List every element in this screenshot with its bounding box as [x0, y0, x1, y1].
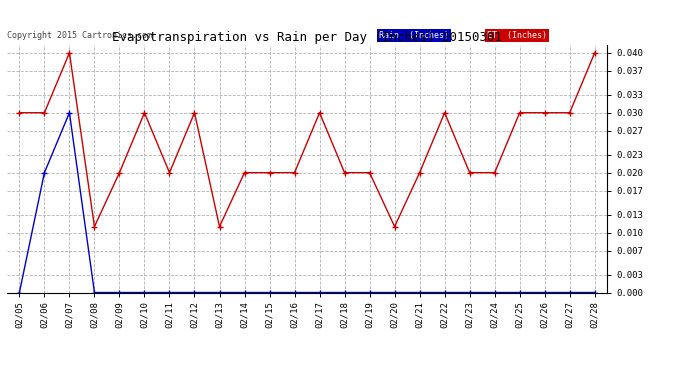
Text: Rain  (Inches): Rain (Inches): [379, 31, 449, 40]
Title: Evapotranspiration vs Rain per Day (Inches) 20150301: Evapotranspiration vs Rain per Day (Inch…: [112, 31, 502, 44]
Text: Copyright 2015 Cartronics.com: Copyright 2015 Cartronics.com: [7, 31, 152, 40]
Text: ET  (Inches): ET (Inches): [487, 31, 547, 40]
